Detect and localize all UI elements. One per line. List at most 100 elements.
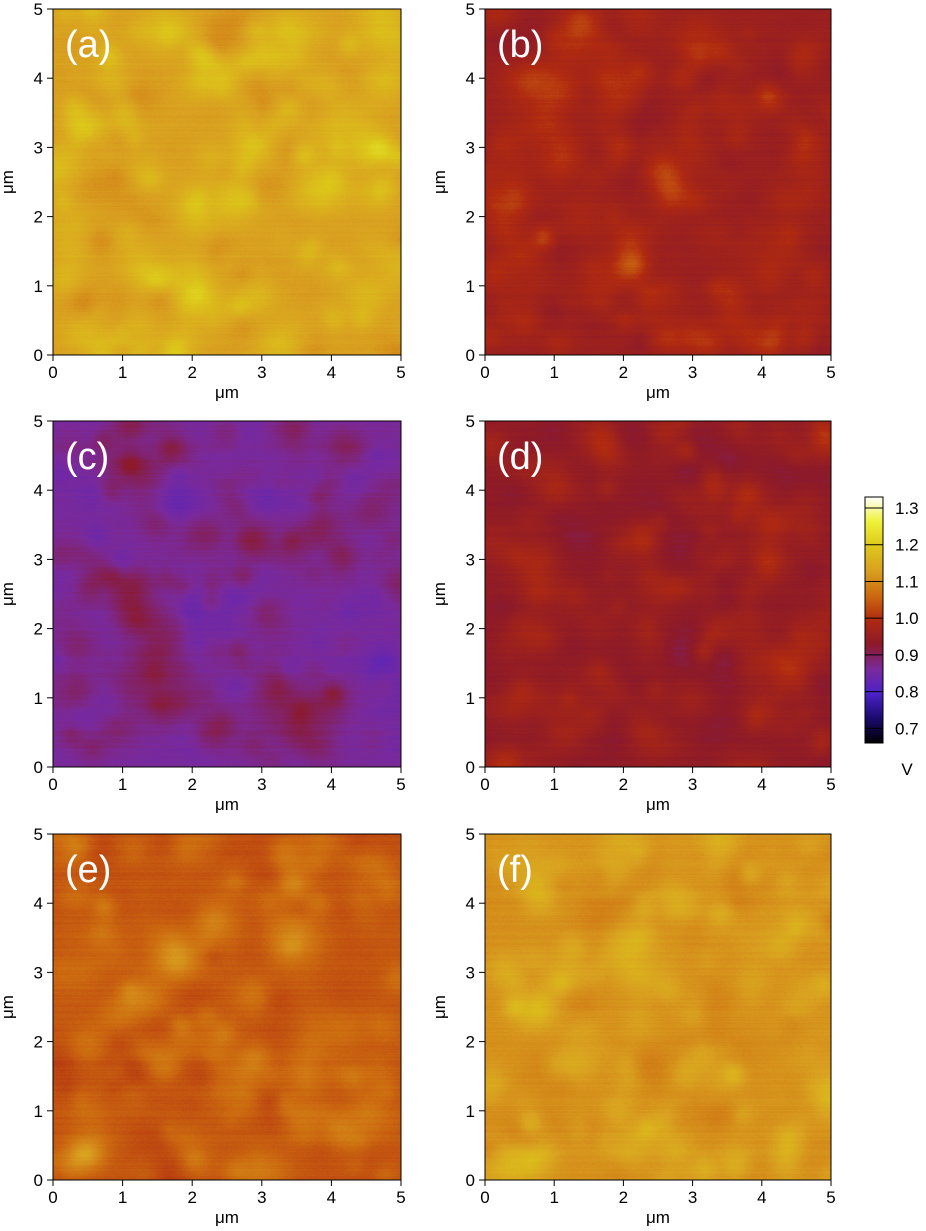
y-tick-label: 0	[34, 758, 43, 777]
y-tick-label: 0	[34, 1171, 43, 1190]
colorbar-unit-label: V	[901, 760, 913, 779]
y-tick-label: 4	[34, 894, 43, 913]
y-axis-label: μm	[0, 582, 17, 606]
panel-f: (f) 0 1 2 3 4 5 0 1 2 3 4 5 μm μm	[430, 825, 836, 1227]
plot-frame	[484, 420, 832, 768]
x-tick-label: 1	[549, 1188, 558, 1207]
x-tick-label: 5	[396, 363, 405, 382]
y-tick-label: 4	[466, 481, 475, 500]
y-tick-label: 3	[466, 138, 475, 157]
x-tick-label: 0	[48, 775, 57, 794]
panel-label: (a)	[65, 24, 111, 66]
y-tick-label: 2	[466, 1033, 475, 1052]
colorbar: 1.3 1.2 1.1 1.0 0.9 0.8 0.7 V	[864, 496, 919, 779]
y-tick-label: 2	[34, 620, 43, 639]
panel-b: (b) 0 1 2 3 4 5 0 1 2 3 4 5 μm μm	[430, 0, 836, 402]
x-axis-label: μm	[215, 383, 239, 402]
y-tick-label: 3	[34, 138, 43, 157]
y-tick-label: 1	[34, 1102, 43, 1121]
x-tick-label: 1	[549, 363, 558, 382]
panel-label: (b)	[497, 24, 543, 66]
x-tick-label: 5	[396, 1188, 405, 1207]
panel-d: (d) 0 1 2 3 4 5 0 1 2 3 4 5 μm μm	[430, 412, 836, 814]
panel-label: (f)	[497, 849, 533, 891]
colorbar-tick-label: 0.8	[895, 683, 919, 702]
x-tick-label: 5	[396, 775, 405, 794]
y-axis-label: μm	[430, 170, 449, 194]
y-tick-label: 3	[34, 550, 43, 569]
y-tick-label: 4	[466, 894, 475, 913]
y-tick-label: 3	[466, 963, 475, 982]
x-tick-label: 3	[257, 775, 266, 794]
x-tick-label: 4	[757, 1188, 766, 1207]
y-axis-label: μm	[0, 170, 17, 194]
potential-map-f	[485, 834, 831, 1180]
x-tick-label: 0	[48, 363, 57, 382]
y-tick-label: 2	[466, 208, 475, 227]
panel-e: (e) 0 1 2 3 4 5 0 1 2 3 4 5 μm μm	[0, 825, 406, 1227]
plot-frame	[52, 8, 402, 356]
y-tick-label: 2	[34, 208, 43, 227]
y-tick-label: 5	[34, 825, 43, 844]
x-tick-label: 2	[187, 1188, 196, 1207]
y-tick-label: 0	[466, 1171, 475, 1190]
x-tick-label: 3	[688, 363, 697, 382]
x-tick-label: 0	[480, 775, 489, 794]
panel-label: (d)	[497, 436, 543, 478]
x-axis-label: μm	[646, 795, 670, 814]
x-tick-label: 4	[327, 1188, 336, 1207]
y-tick-label: 1	[466, 277, 475, 296]
plot-frame	[484, 8, 832, 356]
y-tick-label: 5	[34, 0, 43, 19]
potential-map-d	[485, 421, 831, 767]
x-tick-label: 3	[257, 363, 266, 382]
y-tick-label: 4	[34, 69, 43, 88]
y-tick-label: 4	[466, 69, 475, 88]
x-axis-label: μm	[215, 1208, 239, 1227]
x-tick-label: 4	[757, 363, 766, 382]
x-tick-label: 1	[549, 775, 558, 794]
colorbar-tick-label: 1.3	[895, 499, 919, 518]
y-tick-label: 0	[466, 758, 475, 777]
panel-c: (c) 0 1 2 3 4 5 0 1 2 3 4 5 μm μm	[0, 412, 406, 814]
x-tick-label: 2	[187, 775, 196, 794]
y-tick-label: 4	[34, 481, 43, 500]
y-tick-label: 1	[34, 277, 43, 296]
x-tick-label: 2	[619, 775, 628, 794]
x-tick-label: 3	[688, 1188, 697, 1207]
x-tick-label: 4	[757, 775, 766, 794]
x-axis-label: μm	[215, 795, 239, 814]
x-tick-label: 4	[327, 363, 336, 382]
y-tick-label: 1	[466, 1102, 475, 1121]
y-tick-label: 5	[466, 412, 475, 431]
potential-map-e	[53, 834, 401, 1180]
x-tick-label: 0	[480, 1188, 489, 1207]
x-axis-label: μm	[646, 383, 670, 402]
y-tick-label: 5	[466, 0, 475, 19]
y-tick-label: 1	[466, 689, 475, 708]
panel-label: (c)	[65, 436, 109, 478]
y-axis-label: μm	[430, 995, 449, 1019]
plot-frame	[52, 420, 402, 768]
x-tick-label: 0	[480, 363, 489, 382]
panel-a: (a) 0 1 2 3 4 5 0 1 2 3 4 5 μm μm	[0, 0, 406, 402]
x-tick-label: 2	[619, 363, 628, 382]
colorbar-tick-label: 1.1	[895, 572, 919, 591]
x-tick-label: 2	[187, 363, 196, 382]
x-tick-label: 3	[257, 1188, 266, 1207]
potential-map-c	[53, 421, 401, 767]
y-tick-label: 1	[34, 689, 43, 708]
y-tick-label: 2	[466, 620, 475, 639]
colorbar-tick-label: 0.9	[895, 646, 919, 665]
x-tick-label: 5	[826, 775, 835, 794]
x-tick-label: 1	[118, 363, 127, 382]
y-tick-label: 0	[466, 346, 475, 365]
x-tick-label: 2	[619, 1188, 628, 1207]
potential-map-b	[485, 9, 831, 355]
y-axis-label: μm	[0, 995, 17, 1019]
x-tick-label: 1	[118, 775, 127, 794]
y-tick-label: 0	[34, 346, 43, 365]
y-tick-label: 2	[34, 1033, 43, 1052]
plot-frame	[52, 833, 402, 1181]
